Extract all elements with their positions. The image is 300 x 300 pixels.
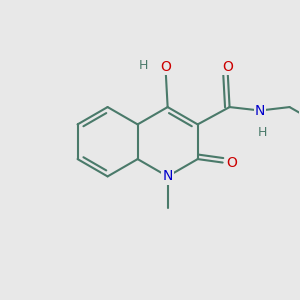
Text: N: N [163,169,173,183]
Text: N: N [255,103,265,118]
Text: O: O [226,155,237,170]
Text: H: H [258,126,267,139]
Text: H: H [139,59,148,72]
Text: O: O [160,59,171,74]
Text: O: O [222,59,233,74]
